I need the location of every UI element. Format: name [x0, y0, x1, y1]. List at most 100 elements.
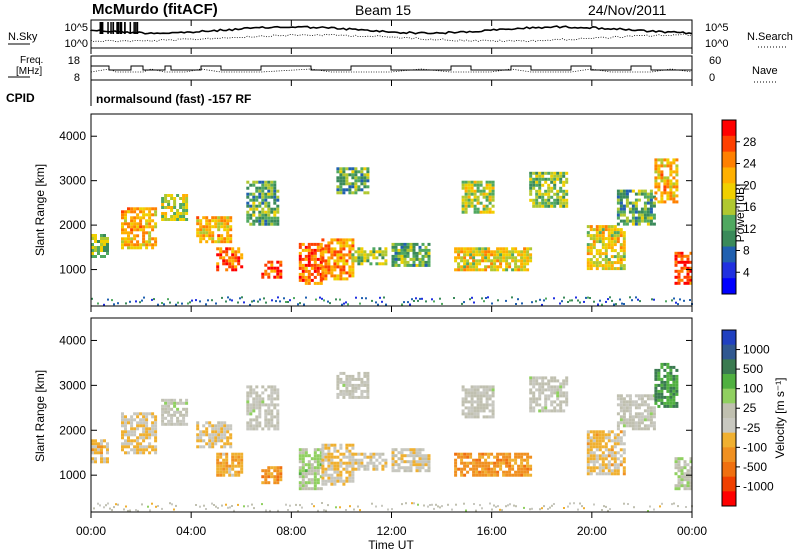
velocity-cell — [675, 401, 679, 405]
power-cell — [523, 250, 527, 254]
velocity-cell — [276, 394, 280, 398]
power-cell — [276, 216, 280, 220]
power-cell — [553, 180, 557, 184]
power-cell — [479, 201, 483, 205]
velocity-cell — [276, 415, 280, 419]
power-cell — [478, 268, 482, 272]
velocity-cell — [563, 507, 565, 509]
velocity-cell — [469, 452, 473, 456]
velocity-cell — [216, 464, 220, 468]
power-cell — [327, 262, 331, 266]
velocity-cell — [219, 461, 223, 465]
velocity-cell — [595, 445, 599, 449]
power-cell — [199, 225, 203, 229]
velocity-cell — [167, 401, 171, 405]
velocity-cell — [264, 415, 268, 419]
velocity-cell — [616, 436, 620, 440]
power-cell — [610, 234, 614, 238]
velocity-cell — [133, 451, 137, 455]
velocity-cell — [258, 415, 262, 419]
velocity-cell — [225, 467, 229, 471]
velocity-cell — [127, 445, 130, 449]
power-cell — [464, 195, 468, 199]
velocity-cell — [354, 452, 358, 456]
power-cell — [466, 259, 470, 263]
velocity-colorbar-tick-label: 100 — [743, 382, 763, 396]
velocity-cell — [121, 436, 124, 440]
power-cell — [529, 192, 533, 196]
velocity-cell — [403, 448, 407, 452]
velocity-cell — [142, 415, 146, 419]
power-cell — [616, 195, 620, 199]
power-cell — [571, 299, 573, 302]
power-cell — [406, 263, 410, 267]
power-cell — [616, 255, 620, 259]
velocity-cell — [421, 463, 425, 467]
velocity-cell — [543, 505, 545, 508]
power-cell — [142, 210, 146, 214]
velocity-cell — [680, 466, 684, 470]
velocity-cell — [544, 376, 548, 380]
power-cell — [264, 272, 268, 276]
velocity-cell — [538, 382, 542, 386]
velocity-cell — [529, 391, 533, 395]
power-cell — [473, 192, 477, 196]
velocity-cell — [672, 398, 676, 402]
power-cell — [616, 237, 620, 241]
power-cell — [400, 251, 404, 255]
power-cell — [298, 260, 302, 264]
power-cell — [270, 180, 274, 184]
power-cell — [619, 243, 623, 247]
power-cell — [640, 189, 644, 193]
velocity-cell — [316, 454, 320, 458]
power-cell — [252, 213, 256, 217]
velocity-cell — [384, 458, 388, 462]
velocity-ytick-label: 4000 — [59, 333, 86, 347]
velocity-cell — [185, 401, 189, 405]
power-cell — [316, 269, 320, 273]
velocity-cell — [335, 506, 337, 509]
power-cell — [182, 209, 186, 212]
power-cell — [407, 301, 409, 304]
power-cell — [94, 255, 97, 258]
velocity-cell — [136, 412, 140, 416]
velocity-cell — [348, 374, 352, 378]
power-cell — [154, 225, 158, 229]
velocity-cell — [220, 445, 224, 449]
velocity-cell — [298, 466, 302, 470]
power-cell — [488, 189, 492, 193]
power-cell — [652, 201, 656, 205]
power-cell — [161, 218, 165, 221]
velocity-cell — [100, 451, 103, 455]
power-cell — [372, 256, 376, 260]
power-cell — [482, 189, 486, 193]
velocity-cell — [103, 457, 106, 461]
power-cell — [520, 259, 524, 263]
velocity-cell — [469, 455, 473, 459]
velocity-colorbar-tick-label: 500 — [743, 362, 763, 376]
power-cell — [499, 265, 503, 269]
power-cell — [529, 186, 533, 190]
velocity-cell — [616, 463, 620, 467]
power-cell — [264, 210, 268, 214]
velocity-cell — [139, 445, 143, 449]
velocity-cell — [216, 458, 220, 462]
power-cell — [412, 260, 416, 264]
velocity-cell — [301, 469, 305, 473]
velocity-cell — [145, 424, 149, 428]
velocity-cell — [541, 406, 545, 410]
velocity-cell — [179, 422, 183, 426]
power-cell — [491, 195, 495, 199]
velocity-cell — [229, 445, 233, 449]
velocity-cell — [472, 461, 476, 465]
power-cell — [523, 256, 527, 260]
power-cell — [538, 195, 542, 199]
power-cell — [675, 158, 679, 162]
power-cell — [106, 237, 109, 240]
velocity-cell — [273, 415, 277, 419]
power-cell — [133, 207, 137, 211]
power-cell — [476, 180, 480, 184]
power-cell — [130, 219, 134, 223]
velocity-cell — [598, 430, 602, 434]
velocity-cell — [225, 452, 229, 456]
